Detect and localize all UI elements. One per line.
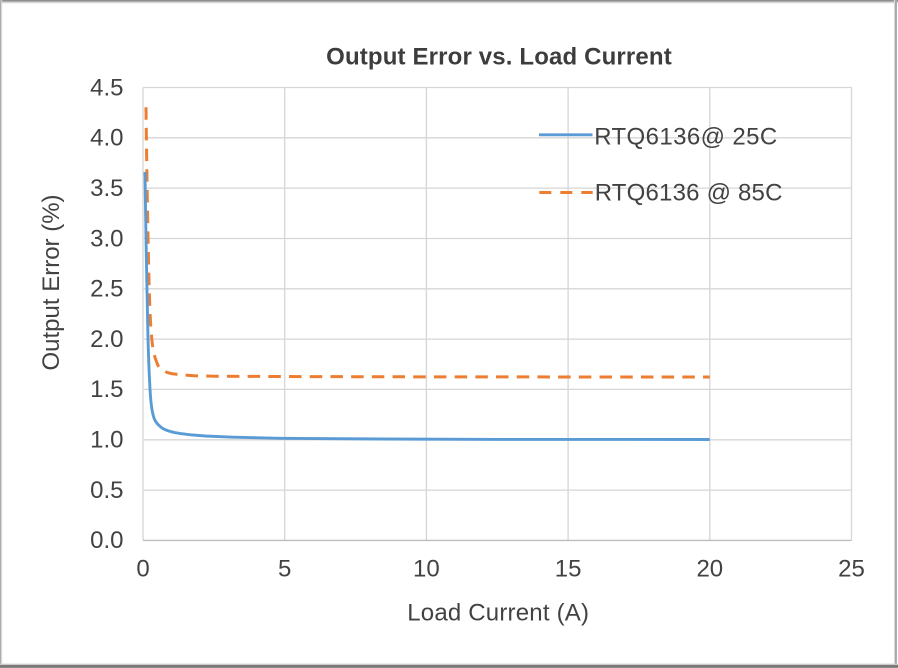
svg-text:1.0: 1.0 [90, 427, 123, 454]
svg-text:4.0: 4.0 [90, 125, 123, 152]
svg-text:Load Current (A): Load Current (A) [407, 600, 589, 627]
svg-text:0: 0 [136, 555, 149, 582]
svg-text:Output Error vs. Load Current: Output Error vs. Load Current [326, 43, 672, 70]
svg-text:0.0: 0.0 [90, 527, 123, 554]
svg-text:20: 20 [696, 555, 723, 582]
svg-text:2.0: 2.0 [90, 326, 123, 353]
svg-text:25: 25 [838, 555, 865, 582]
svg-text:3.0: 3.0 [90, 225, 123, 252]
svg-text:0.5: 0.5 [90, 477, 123, 504]
svg-text:10: 10 [413, 555, 440, 582]
svg-text:RTQ6136 @ 85C: RTQ6136 @ 85C [595, 180, 783, 207]
svg-text:1.5: 1.5 [90, 376, 123, 403]
svg-text:5: 5 [278, 555, 291, 582]
svg-text:RTQ6136@ 25C: RTQ6136@ 25C [594, 123, 777, 150]
svg-text:Output Error (%): Output Error (%) [38, 194, 65, 370]
svg-text:15: 15 [555, 555, 582, 582]
svg-text:3.5: 3.5 [90, 175, 123, 202]
svg-text:4.5: 4.5 [90, 74, 123, 101]
svg-text:2.5: 2.5 [90, 276, 123, 303]
